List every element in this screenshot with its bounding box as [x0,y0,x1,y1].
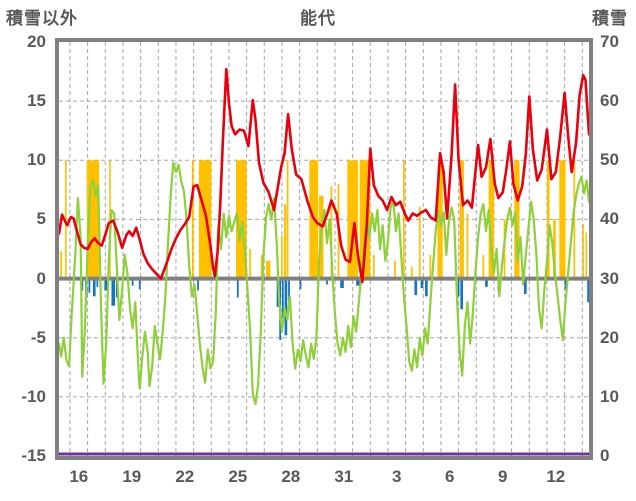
orange-bar [372,254,375,279]
x-axis-tick-label: 19 [122,467,142,486]
green-series-line [59,161,589,406]
right-axis-tick-label: 50 [600,150,619,170]
orange-bar [198,160,212,279]
orange-bar [260,254,263,279]
left-axis-tick-label: 20 [27,32,46,51]
orange-bar [546,160,550,279]
plot-svg [59,42,589,456]
blue-bar [587,278,589,303]
x-axis-tick-label: 22 [175,467,195,486]
x-axis-tick-label: 16 [69,467,89,486]
blue-bar [457,278,460,297]
orange-bar [418,206,421,279]
blue-bar [523,278,527,294]
orange-bar [402,160,405,279]
left-axis-tick-label: -15 [21,446,46,465]
left-axis-title: 積雪以外 [6,9,78,28]
blue-bar [197,278,199,291]
orange-bar [65,160,67,279]
x-axis-tick-label: 25 [228,467,248,486]
blue-bar [284,278,288,336]
orange-bar [559,160,566,279]
orange-bar [347,160,358,279]
orange-bar [573,160,576,279]
right-axis-tick-label: 30 [600,268,619,288]
x-axis-tick-label: 9 [498,467,508,486]
right-axis-tick-label: 10 [600,386,619,406]
right-axis-tick-label: 20 [600,327,619,347]
left-axis-tick-label: 15 [27,91,46,111]
blue-bar [96,278,99,287]
blue-bar [460,278,464,310]
blue-bar [131,278,134,286]
orange-bar [429,254,432,279]
blue-bar [326,278,328,285]
left-axis-tick-label: -5 [30,327,46,347]
blue-bar [425,278,428,297]
orange-bar [410,266,413,279]
orange-bar [553,219,556,279]
blue-bar [485,278,488,287]
right-axis-tick-label: 40 [600,209,619,229]
blue-bar [420,278,424,289]
orange-bar [585,232,588,279]
x-axis-tick-label: 6 [445,467,455,486]
blue-bar [281,278,284,318]
blue-bar [340,278,344,289]
orange-bar [488,160,494,279]
blue-bar [276,278,279,307]
red-series-line [59,67,589,284]
right-axis-tick-label: 0 [600,446,610,465]
x-axis-tick-label: 12 [546,467,566,486]
x-axis-tick-label: 31 [334,467,354,486]
right-axis-tick-label: 60 [600,91,619,111]
orange-bar [359,160,371,279]
x-axis-tick-label: 28 [281,467,301,486]
orange-bar [394,260,396,279]
blue-bar [138,278,141,290]
blue-bar [88,278,91,293]
blue-bar [81,278,84,291]
right-axis-title: 積雪 [592,9,628,28]
orange-bar [482,254,485,279]
orange-bar [284,204,287,279]
orange-bar [191,160,194,279]
left-axis-tick-label: 5 [36,209,46,229]
plot-area [55,38,593,460]
right-axis-tick-label: 70 [600,32,619,51]
blue-bar [414,278,418,296]
blue-bar [299,278,302,290]
blue-bar [236,278,239,298]
blue-bar [104,278,108,291]
left-axis-tick-label: 10 [27,150,46,170]
blue-bar [564,278,567,290]
orange-bar [266,260,271,279]
orange-bar [459,160,464,279]
blue-bar [111,278,116,306]
orange-bar [249,249,252,279]
orange-bar [582,224,584,279]
left-axis-tick-label: 0 [36,268,46,288]
chart-title: 能代 [300,9,336,28]
orange-bar [236,160,247,279]
blue-bar [92,278,96,297]
x-axis-tick-label: 3 [392,467,402,486]
orange-bar [466,213,469,279]
blue-bar [288,278,290,303]
orange-bar [281,235,283,279]
blue-bar [356,278,360,286]
left-axis-tick-label: -10 [21,386,46,406]
orange-bar [514,160,520,279]
orange-bar [286,160,289,279]
orange-bar [60,251,63,279]
